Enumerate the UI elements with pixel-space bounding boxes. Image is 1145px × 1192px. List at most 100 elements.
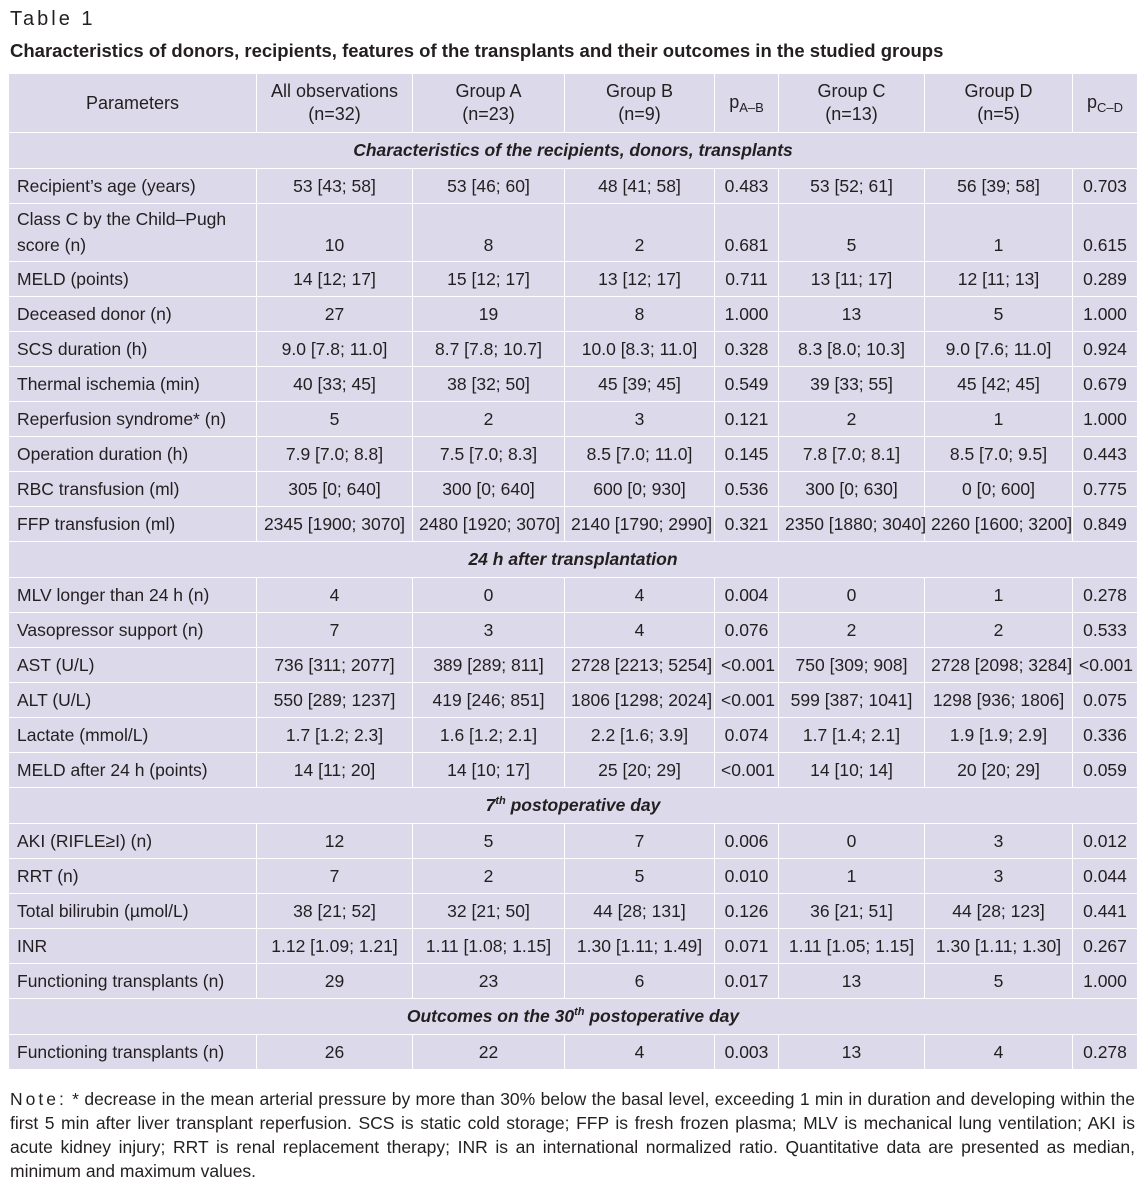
table-cell: 0.071 [714,928,779,964]
row-parameter: MELD after 24 h (points) [8,752,257,788]
table-cell: 0.145 [714,436,779,472]
row-parameter: Functioning transplants (n) [8,963,257,999]
table-cell: 1.11 [1.08; 1.15] [412,928,565,964]
table-cell: 2 [778,401,925,437]
table-cell: 0.533 [1072,612,1138,648]
header-all-observations: All observations (n=32) [256,73,413,133]
data-table-container: Parameters All observations (n=32) Group … [8,73,1138,1070]
table-cell: 38 [32; 50] [412,366,565,402]
table-row: Operation duration (h) 7.9 [7.0; 8.8] 7.5 … [8,436,1138,472]
table-cell: 13 [778,296,925,332]
table-cell: 2140 [1790; 2990] [564,506,715,542]
table-cell: 12 [11; 13] [924,261,1073,297]
table-row: AST (U/L) 736 [311; 2077] 389 [289; 811] 27… [8,647,1138,683]
row-parameter: Thermal ischemia (min) [8,366,257,402]
table-cell: 20 [20; 29] [924,752,1073,788]
table-cell: 2.2 [1.6; 3.9] [564,717,715,753]
row-parameter: RBC transfusion (ml) [8,471,257,507]
table-cell: 5 [564,858,715,894]
table-cell: 0.328 [714,331,779,367]
table-cell: 1.7 [1.4; 2.1] [778,717,925,753]
table-cell: 4 [924,1034,1073,1070]
table-header: Parameters All observations (n=32) Group … [8,73,1138,133]
table-cell: 0.044 [1072,858,1138,894]
table-cell: 599 [387; 1041] [778,682,925,718]
table-cell: 1.000 [1072,401,1138,437]
table-cell: 36 [21; 51] [778,893,925,929]
table-cell: 1806 [1298; 2024] [564,682,715,718]
table-cell: 1 [924,401,1073,437]
table-cell: 0.336 [1072,717,1138,753]
table-row: Thermal ischemia (min) 40 [33; 45] 38 [32;… [8,366,1138,402]
table-cell: 0.711 [714,261,779,297]
table-cell: 2728 [2098; 3284] [924,647,1073,683]
table-row: MLV longer than 24 h (n) 4 0 4 0.004 0 1 0.278 [8,577,1138,613]
table-row: Deceased donor (n) 27 19 8 1.000 13 5 1.000 [8,296,1138,332]
table-cell: 44 [28; 123] [924,893,1073,929]
table-cell: 6 [564,963,715,999]
row-parameter: Lactate (mmol/L) [8,717,257,753]
table-cell: 45 [42; 45] [924,366,1073,402]
row-parameter: Functioning transplants (n) [8,1034,257,1070]
row-parameter: Total bilirubin (µmol/L) [8,893,257,929]
table-row: Functioning transplants (n) 29 23 6 0.017 13 5… [8,963,1138,999]
table-cell: 15 [12; 17] [412,261,565,297]
table-cell: 1.000 [1072,296,1138,332]
table-cell: 14 [12; 17] [256,261,413,297]
table-cell: 0 [778,577,925,613]
table-cell: 1 [924,577,1073,613]
table-cell: 40 [33; 45] [256,366,413,402]
table-cell: 3 [924,858,1073,894]
table-caption: Characteristics of donors, recipients, f… [10,40,944,61]
section-title: Outcomes on the 30th postoperative day [8,998,1138,1035]
table-cell: 0.536 [714,471,779,507]
data-table: Parameters All observations (n=32) Group … [8,73,1138,1070]
table-row: INR 1.12 [1.09; 1.21] 1.11 [1.08; 1.15] 1.3… [8,928,1138,964]
table-cell: 3 [564,401,715,437]
row-parameter: ALT (U/L) [8,682,257,718]
table-cell: 13 [11; 17] [778,261,925,297]
table-cell: 305 [0; 640] [256,471,413,507]
table-cell: 2 [924,612,1073,648]
table-cell: 5 [924,963,1073,999]
table-row: MELD (points) 14 [12; 17] 15 [12; 17] 13 [1… [8,261,1138,297]
row-parameter: INR [8,928,257,964]
table-cell: 419 [246; 851] [412,682,565,718]
table-cell: 0 [412,577,565,613]
table-cell: 7 [564,823,715,859]
table-cell: 300 [0; 640] [412,471,565,507]
table-cell: 1.30 [1.11; 1.49] [564,928,715,964]
table-cell: 8.7 [7.8; 10.7] [412,331,565,367]
table-cell: 1 [778,858,925,894]
table-cell: 2 [412,858,565,894]
table-cell: 0.549 [714,366,779,402]
table-cell: 0.017 [714,963,779,999]
table-cell: 9.0 [7.6; 11.0] [924,331,1073,367]
table-row: SCS duration (h) 9.0 [7.8; 11.0] 8.7 [7.8;… [8,331,1138,367]
table-cell: 23 [412,963,565,999]
table-cell: 7.5 [7.0; 8.3] [412,436,565,472]
table-cell: 0.289 [1072,261,1138,297]
table-cell: 7.8 [7.0; 8.1] [778,436,925,472]
table-cell: 0.075 [1072,682,1138,718]
table-cell: <0.001 [714,682,779,718]
table-cell: 7.9 [7.0; 8.8] [256,436,413,472]
table-row: AKI (RIFLE≥I) (n) 12 5 7 0.006 0 3 0.012 [8,823,1138,859]
table-cell: 53 [52; 61] [778,168,925,204]
header-p-cd: pC–D [1072,73,1138,133]
table-cell: 0.010 [714,858,779,894]
table-cell: 550 [289; 1237] [256,682,413,718]
table-row: Vasopressor support (n) 7 3 4 0.076 2 2 0.533 [8,612,1138,648]
table-cell: 300 [0; 630] [778,471,925,507]
table-cell: 7 [256,858,413,894]
table-row: FFP transfusion (ml) 2345 [1900; 3070] 248… [8,506,1138,542]
table-row: Class C by the Child–Pugh score (n) 10 8 2 0… [8,203,1138,262]
table-cell: 0.775 [1072,471,1138,507]
table-cell: 3 [924,823,1073,859]
row-parameter: MELD (points) [8,261,257,297]
table-cell: 0.321 [714,506,779,542]
table-body: Characteristics of the recipients, donor… [8,132,1138,1070]
header-group-b: Group B (n=9) [564,73,715,133]
table-cell: 0.006 [714,823,779,859]
table-cell: 4 [564,1034,715,1070]
